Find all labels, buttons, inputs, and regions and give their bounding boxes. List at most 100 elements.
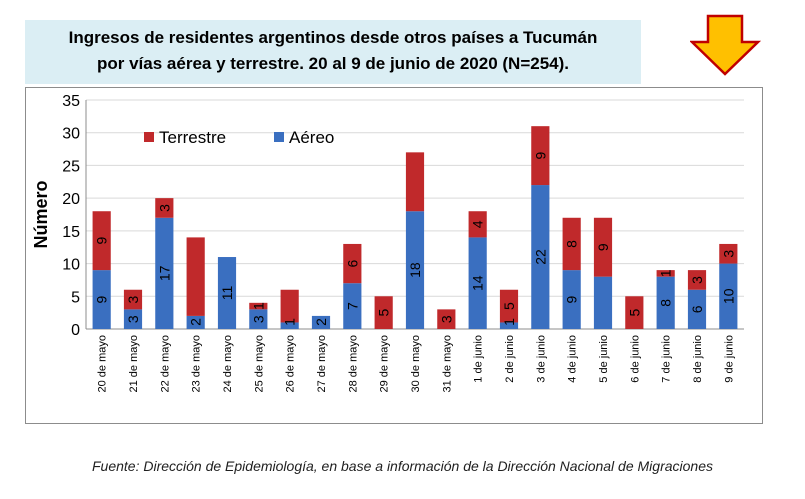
chart-title-box: Ingresos de residentes argentinos desde …: [25, 20, 641, 84]
data-label-aereo: 14: [470, 275, 486, 291]
bar-aereo: [155, 217, 174, 329]
data-label-terrestre: 4: [470, 220, 486, 228]
y-tick-label: 30: [62, 126, 80, 143]
bar-aereo: [123, 309, 143, 329]
bar-aereo: [499, 322, 519, 329]
x-tick-label: 25 de mayo: [253, 335, 265, 392]
x-tick-label: 23 de mayo: [191, 335, 203, 392]
bar-terrestre: [280, 289, 299, 323]
legend-swatch: [144, 132, 154, 142]
legend-label: Terrestre: [159, 128, 226, 147]
data-label-aereo: 6: [689, 305, 705, 313]
bar-aereo: [593, 276, 613, 329]
data-label-terrestre: 8: [564, 240, 580, 248]
bar-aereo: [92, 270, 111, 329]
x-tick-label: 8 de junio: [692, 335, 704, 383]
bar-aereo: [217, 257, 237, 329]
data-label-terrestre: 5: [626, 309, 642, 317]
data-label-aereo: 9: [94, 295, 110, 303]
data-label-terrestre: 1: [250, 302, 266, 310]
data-label-terrestre: 6: [344, 259, 360, 267]
data-label-terrestre: 5: [376, 309, 392, 317]
x-tick-label: 31 de mayo: [441, 335, 453, 392]
data-label-terrestre: 3: [438, 315, 454, 323]
down-arrow-shape: [690, 14, 762, 76]
data-label-aereo: 3: [250, 315, 266, 323]
bar-terrestre: [719, 243, 738, 264]
bar-terrestre: [593, 217, 613, 277]
data-label-aereo: 7: [344, 302, 360, 310]
x-tick-label: 21 de mayo: [128, 335, 140, 392]
bar-terrestre: [656, 270, 675, 277]
data-label-terrestre: 3: [689, 276, 705, 284]
bar-aereo: [343, 283, 362, 329]
source-note: Fuente: Dirección de Epidemiología, en b…: [91, 458, 713, 474]
y-tick-label: 10: [62, 257, 80, 274]
x-tick-label: 7 de junio: [661, 335, 673, 383]
bar-terrestre: [625, 296, 644, 329]
data-label-aereo: 3: [125, 315, 141, 323]
data-label-terrestre: 1: [658, 269, 674, 277]
bar-aereo: [531, 185, 550, 329]
x-tick-label: 30 de mayo: [410, 335, 422, 392]
y-tick-label: 35: [62, 93, 80, 110]
data-label-aereo: 10: [720, 288, 736, 304]
bar-terrestre: [374, 296, 393, 329]
y-tick-label: 20: [62, 191, 80, 208]
bar-aereo: [405, 211, 425, 329]
down-arrow-icon: [690, 14, 762, 76]
data-label-aereo: 1: [501, 318, 517, 326]
bar-aereo: [719, 263, 738, 329]
data-label-terrestre: 3: [720, 250, 736, 258]
data-label-terrestre: 9: [94, 237, 110, 245]
x-tick-label: 2 de junio: [504, 335, 516, 383]
data-label-aereo: 22: [532, 249, 548, 265]
x-tick-label: 27 de mayo: [316, 335, 328, 392]
data-label-aereo: 8: [658, 299, 674, 307]
data-label-aereo: 9: [564, 295, 580, 303]
bar-terrestre: [437, 309, 456, 329]
y-axis-label: Número: [31, 180, 51, 248]
bar-terrestre: [123, 289, 143, 310]
bar-terrestre: [499, 289, 519, 323]
bar-terrestre: [155, 198, 174, 218]
y-tick-label: 15: [62, 224, 80, 241]
chart-title-line-1: Ingresos de residentes argentinos desde …: [68, 28, 598, 47]
bar-terrestre: [249, 302, 268, 310]
x-tick-label: 3 de junio: [535, 335, 547, 383]
x-tick-label: 20 de mayo: [97, 335, 109, 392]
bar-terrestre: [531, 126, 550, 186]
chart-area: 0 5 10 15 20 25 30 35 Número 9 9 20 de mayo 3 3 21 de …: [25, 87, 763, 424]
x-tick-label: 28 de mayo: [347, 335, 359, 392]
bar-aereo: [311, 315, 331, 329]
bar-terrestre: [562, 217, 581, 271]
bar-aereo: [562, 270, 581, 329]
x-tick-label: 24 de mayo: [222, 335, 234, 392]
data-label-terrestre: 5: [501, 302, 517, 310]
y-tick-label: 5: [71, 289, 80, 306]
x-tick-label: 22 de mayo: [159, 335, 171, 392]
bar-terrestre: [687, 270, 707, 290]
data-label-terrestre: 3: [125, 295, 141, 303]
bar-aereo: [468, 237, 487, 329]
bar-terrestre: [186, 237, 205, 316]
bar-aereo: [280, 322, 299, 329]
bar-aereo: [687, 289, 707, 329]
x-tick-label: 26 de mayo: [285, 335, 297, 392]
bar-aereo: [186, 315, 205, 329]
y-tick-label: 25: [62, 158, 80, 175]
x-tick-label: 5 de junio: [598, 335, 610, 383]
x-tick-label: 6 de junio: [629, 335, 641, 383]
x-tick-label: 29 de mayo: [379, 335, 391, 392]
bar-aereo: [249, 309, 268, 329]
data-label-terrestre: 3: [156, 204, 172, 212]
data-label-terrestre: 9: [532, 152, 548, 160]
data-label-aereo: 2: [313, 318, 329, 326]
y-tick-label: 0: [71, 322, 80, 339]
chart-title-line-2: por vías aérea y terrestre. 20 al 9 de j…: [97, 54, 569, 73]
bar-terrestre: [468, 211, 487, 238]
bar-terrestre: [343, 243, 362, 284]
bar-terrestre: [92, 211, 111, 271]
data-label-terrestre: 9: [595, 243, 611, 251]
